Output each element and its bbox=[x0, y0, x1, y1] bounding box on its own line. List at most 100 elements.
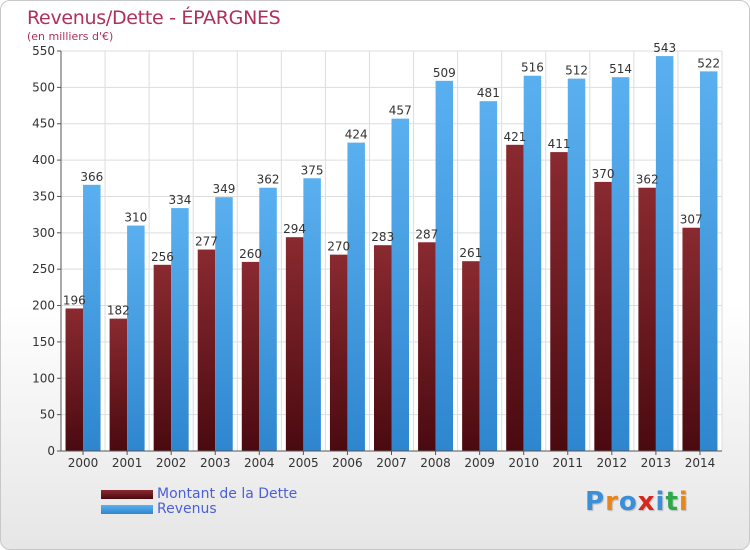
data-label-debt-2013: 362 bbox=[636, 173, 659, 187]
data-label-debt-2005: 294 bbox=[283, 222, 306, 236]
bar-debt-2000 bbox=[65, 308, 84, 451]
bar-debt-2006 bbox=[329, 254, 348, 451]
logo-letter: o bbox=[618, 487, 638, 517]
x-tick-label: 2005 bbox=[288, 456, 319, 470]
chart-subtitle: (en milliers d'€) bbox=[27, 30, 114, 43]
bar-debt-2012 bbox=[594, 181, 612, 451]
data-label-debt-2009: 261 bbox=[459, 246, 482, 260]
x-tick-label: 2004 bbox=[244, 456, 275, 470]
x-tick-label: 2011 bbox=[552, 456, 583, 470]
bar-debt-2010 bbox=[506, 144, 524, 451]
logo-letter: P bbox=[585, 487, 606, 517]
data-label-revenue-2009: 481 bbox=[477, 86, 500, 100]
data-label-revenue-2000: 366 bbox=[80, 170, 103, 184]
data-label-debt-2007: 283 bbox=[371, 230, 394, 244]
logo-letter: i bbox=[678, 487, 689, 517]
bar-debt-2008 bbox=[418, 242, 436, 451]
x-tick-label: 2008 bbox=[420, 456, 451, 470]
data-label-revenue-2004: 362 bbox=[257, 173, 280, 187]
bar-debt-2009 bbox=[462, 261, 480, 451]
data-label-revenue-2014: 522 bbox=[697, 56, 720, 70]
data-label-debt-2002: 256 bbox=[151, 250, 174, 264]
bar-debt-2003 bbox=[197, 249, 216, 451]
x-tick-label: 2002 bbox=[156, 456, 187, 470]
data-label-debt-2006: 270 bbox=[327, 240, 350, 254]
data-label-revenue-2002: 334 bbox=[168, 193, 191, 207]
bar-debt-2001 bbox=[109, 318, 128, 451]
bar-debt-2005 bbox=[285, 237, 304, 451]
x-tick-label: 2001 bbox=[112, 456, 143, 470]
bar-debt-2013 bbox=[638, 187, 656, 451]
logo-letter: i bbox=[655, 487, 666, 517]
x-tick-label: 2013 bbox=[641, 456, 672, 470]
x-tick-label: 2006 bbox=[332, 456, 363, 470]
y-tick-label: 250 bbox=[32, 262, 55, 276]
chart-title: Revenus/Dette - ÉPARGNES bbox=[27, 7, 281, 29]
data-label-revenue-2008: 509 bbox=[433, 66, 456, 80]
data-label-debt-2012: 370 bbox=[592, 167, 615, 181]
bar-revenue-2007 bbox=[391, 118, 409, 452]
bar-revenue-2004 bbox=[259, 187, 277, 451]
bar-revenue-2003 bbox=[215, 197, 233, 451]
data-label-revenue-2013: 543 bbox=[653, 41, 676, 55]
bar-debt-2004 bbox=[241, 261, 260, 451]
x-tick-label: 2000 bbox=[68, 456, 99, 470]
bar-revenue-2005 bbox=[303, 178, 321, 452]
data-label-revenue-2003: 349 bbox=[213, 182, 236, 196]
y-tick-label: 500 bbox=[32, 80, 55, 94]
x-tick-label: 2014 bbox=[685, 456, 716, 470]
bar-revenue-2011 bbox=[567, 78, 586, 452]
y-tick-label: 350 bbox=[32, 189, 55, 203]
x-tick-label: 2012 bbox=[597, 456, 628, 470]
data-label-debt-2011: 411 bbox=[548, 137, 571, 151]
data-label-debt-2001: 182 bbox=[107, 304, 130, 318]
y-tick-label: 0 bbox=[47, 444, 55, 458]
legend-label-revenue: Revenus bbox=[157, 501, 217, 517]
y-tick-label: 200 bbox=[32, 299, 55, 313]
logo-letter: t bbox=[665, 487, 679, 517]
logo-letter: x bbox=[637, 487, 656, 517]
data-label-revenue-2006: 424 bbox=[345, 128, 368, 142]
data-label-debt-2004: 260 bbox=[239, 247, 262, 261]
x-tick-label: 2003 bbox=[200, 456, 231, 470]
bar-debt-2011 bbox=[550, 152, 568, 451]
data-label-revenue-2011: 512 bbox=[565, 64, 588, 78]
bar-revenue-2000 bbox=[83, 184, 101, 451]
data-label-revenue-2012: 514 bbox=[609, 62, 632, 76]
bar-revenue-2008 bbox=[435, 80, 454, 452]
data-label-debt-2010: 421 bbox=[503, 130, 526, 144]
y-tick-label: 100 bbox=[32, 371, 55, 385]
data-label-debt-2008: 287 bbox=[415, 227, 438, 241]
bar-revenue-2012 bbox=[611, 77, 630, 451]
bar-debt-2002 bbox=[153, 264, 172, 451]
legend-label-debt: Montant de la Dette bbox=[157, 486, 298, 502]
bar-revenue-2009 bbox=[479, 101, 498, 451]
data-label-revenue-2005: 375 bbox=[301, 163, 324, 177]
y-tick-label: 400 bbox=[32, 153, 55, 167]
y-tick-label: 150 bbox=[32, 335, 55, 349]
legend-swatch-debt bbox=[101, 490, 153, 499]
x-tick-label: 2010 bbox=[508, 456, 539, 470]
x-tick-label: 2007 bbox=[376, 456, 407, 470]
data-label-debt-2000: 196 bbox=[63, 293, 86, 307]
bar-revenue-2013 bbox=[655, 56, 674, 451]
bar-revenue-2006 bbox=[347, 142, 365, 452]
bar-revenue-2002 bbox=[171, 208, 189, 451]
data-label-revenue-2010: 516 bbox=[521, 61, 544, 75]
legend-swatch-revenue bbox=[101, 505, 153, 514]
data-label-debt-2003: 277 bbox=[195, 235, 218, 249]
data-label-debt-2014: 307 bbox=[680, 213, 703, 227]
bar-debt-2007 bbox=[374, 245, 392, 451]
bar-revenue-2010 bbox=[523, 75, 542, 452]
proxiti-logo: Proxiti bbox=[585, 487, 689, 517]
bar-revenue-2014 bbox=[699, 71, 718, 451]
logo-letter: r bbox=[605, 487, 619, 517]
data-label-revenue-2001: 310 bbox=[124, 211, 147, 225]
y-tick-label: 300 bbox=[32, 226, 55, 240]
bar-debt-2014 bbox=[682, 227, 700, 451]
y-tick-label: 550 bbox=[32, 44, 55, 58]
y-tick-label: 450 bbox=[32, 117, 55, 131]
bar-revenue-2001 bbox=[127, 225, 145, 451]
